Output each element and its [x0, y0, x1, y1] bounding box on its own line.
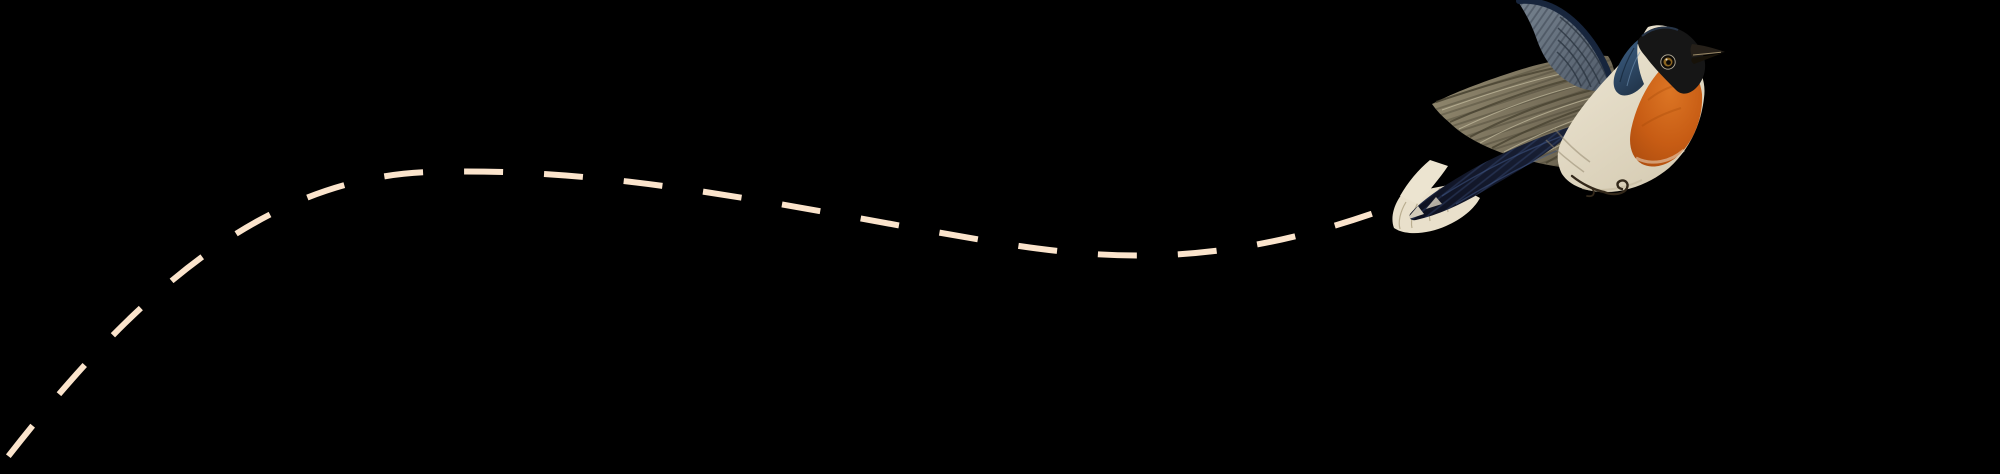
bird-beak [1690, 44, 1725, 64]
bird-foot [1570, 174, 1629, 198]
wing-leading-edge [1516, 0, 1615, 86]
bird-illustration [1392, 0, 1725, 234]
bird-tail [1392, 126, 1572, 234]
flight-trail-dashes [0, 168, 1422, 472]
tail-white-leading-patch [1400, 160, 1448, 204]
bird-nape-blue [1613, 40, 1644, 96]
bird-raised-wing [1516, 0, 1615, 91]
bird-head [1613, 26, 1725, 96]
bird-eye [1660, 54, 1676, 70]
